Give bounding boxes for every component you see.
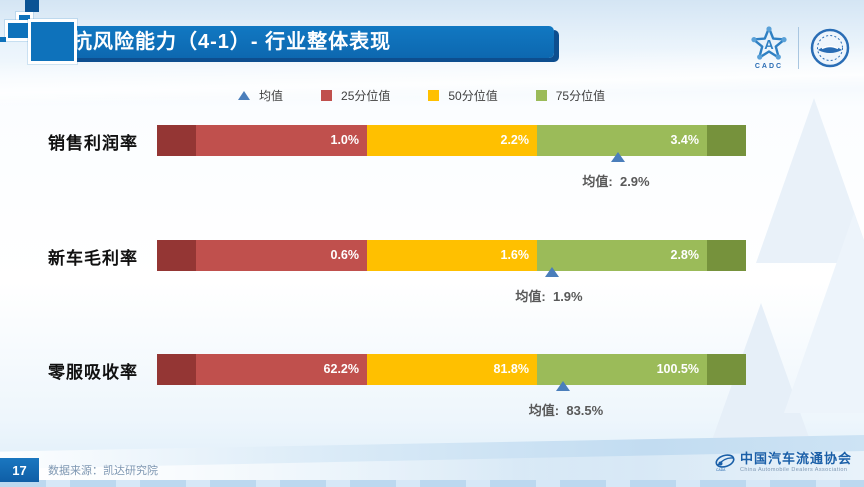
mean-value-label: 均值: 2.9% xyxy=(582,174,650,189)
bar-segment-p25: 1.0% xyxy=(196,125,367,156)
page-number-badge: 17 xyxy=(0,458,39,482)
stacked-bar: 1.0% 2.2% 3.4% 均值: 2.9% xyxy=(157,125,746,189)
bar-segment-p25: 62.2% xyxy=(196,354,367,385)
bar-cap-left xyxy=(157,125,196,156)
mean-marker-icon xyxy=(611,152,625,162)
bar-segment-p50: 2.2% xyxy=(367,125,537,156)
chart-legend: 均值 25分位值 50分位值 75分位值 xyxy=(238,87,605,104)
legend-label: 25分位值 xyxy=(341,89,391,103)
p25-square-icon xyxy=(321,90,333,101)
bar-cap-right xyxy=(707,354,746,385)
legend-item-p75: 75分位值 xyxy=(535,87,606,104)
p25-value-label: 62.2% xyxy=(323,362,359,376)
legend-label: 均值 xyxy=(259,89,284,103)
bar-segment-p25: 0.6% xyxy=(196,240,367,271)
bar-cap-right xyxy=(707,125,746,156)
category-label: 销售利润率 xyxy=(48,134,138,153)
stacked-bar: 62.2% 81.8% 100.5% 均值: 83.5% xyxy=(157,354,746,418)
bar-cap-left xyxy=(157,240,196,271)
watermark-shape xyxy=(784,210,864,413)
association-name-cn: 中国汽车流通协会 xyxy=(739,451,852,466)
legend-label: 75分位值 xyxy=(555,89,606,103)
legend-item-p25: 25分位值 xyxy=(321,87,390,104)
association-swoosh-icon: CADA xyxy=(715,454,735,472)
bar-segment-p75: 2.8% xyxy=(537,240,707,271)
bar-segment-p50: 81.8% xyxy=(367,354,537,385)
mean-value-label: 均值: 1.9% xyxy=(515,289,583,304)
p50-value-label: 2.2% xyxy=(500,133,530,147)
p75-value-label: 100.5% xyxy=(656,362,699,376)
mean-triangle-icon xyxy=(238,91,250,100)
bar-cap-right xyxy=(707,240,746,271)
bar-segment-p75: 3.4% xyxy=(537,125,707,156)
p25-value-label: 1.0% xyxy=(330,133,360,147)
category-label: 新车毛利率 xyxy=(48,249,138,268)
logo-separator xyxy=(798,27,799,69)
bar-cap-left xyxy=(157,354,196,385)
cadc-caption: CADC xyxy=(754,63,784,70)
mean-marker-icon xyxy=(556,381,570,391)
stacked-bar: 0.6% 1.6% 2.8% 均值: 1.9% xyxy=(157,240,746,304)
p75-square-icon xyxy=(535,90,547,101)
p50-square-icon xyxy=(428,90,440,101)
mean-marker-icon xyxy=(545,267,559,277)
page-title: 抗风险能力（4-1）- 行业整体表现 xyxy=(72,31,392,53)
data-source-note: 数据来源：凯达研究院 xyxy=(48,465,158,477)
cadc-star-icon: A xyxy=(751,26,787,60)
bar-segment-p50: 1.6% xyxy=(367,240,537,271)
svg-text:A: A xyxy=(764,37,774,52)
association-emblem-icon xyxy=(810,28,850,68)
association-logo: CADA 中国汽车流通协会 China Automobile Dealers A… xyxy=(714,452,852,473)
bottom-edge-strip xyxy=(0,480,864,487)
title-banner: 抗风险能力（4-1）- 行业整体表现 xyxy=(58,26,554,58)
legend-item-p50: 50分位值 xyxy=(428,87,498,104)
header-logos: A CADC xyxy=(751,26,850,70)
chart-row-sales-profit-margin: 销售利润率 1.0% 2.2% 3.4% 均值: 2.9% xyxy=(0,125,864,217)
p50-value-label: 81.8% xyxy=(493,362,529,376)
mean-value-label: 均值: 83.5% xyxy=(528,403,604,418)
chart-row-new-car-gross-margin: 新车毛利率 0.6% 1.6% 2.8% 均值: 1.9% xyxy=(0,240,864,332)
bar-segment-p75: 100.5% xyxy=(537,354,707,385)
svg-text:CADA: CADA xyxy=(716,468,726,472)
category-label: 零服吸收率 xyxy=(48,363,138,382)
p50-value-label: 1.6% xyxy=(500,248,530,262)
chart-row-service-absorption-rate: 零服吸收率 62.2% 81.8% 100.5% 均值: 83.5% xyxy=(0,354,864,446)
legend-item-mean: 均值 xyxy=(238,87,283,104)
p75-value-label: 3.4% xyxy=(670,133,700,147)
association-name-en: China Automobile Dealers Association xyxy=(739,467,848,473)
p25-value-label: 0.6% xyxy=(330,248,360,262)
p75-value-label: 2.8% xyxy=(670,248,700,262)
cadc-logo: A CADC xyxy=(751,26,787,70)
legend-label: 50分位值 xyxy=(448,89,498,103)
